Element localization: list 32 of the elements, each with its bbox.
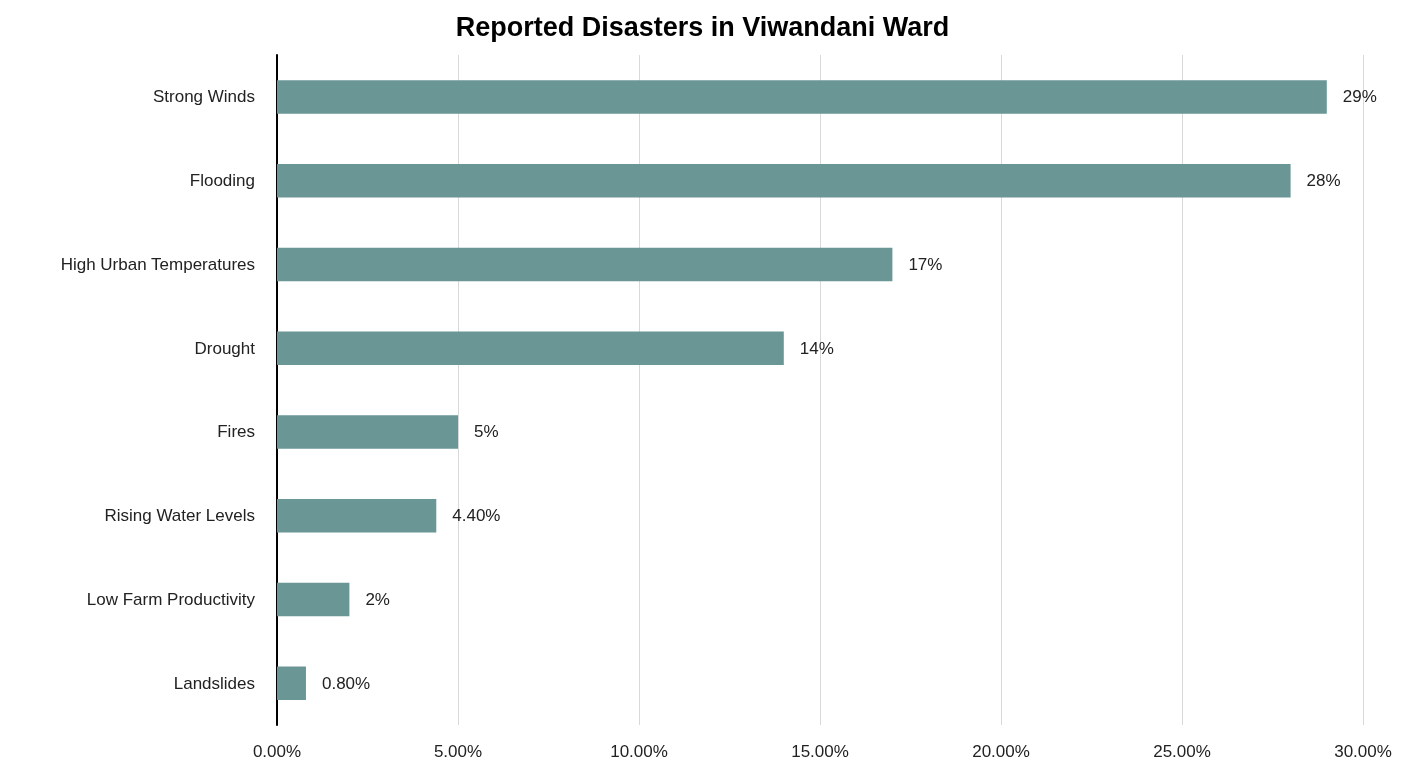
chart-title: Reported Disasters in Viwandani Ward bbox=[455, 11, 950, 42]
data-label: 5% bbox=[474, 422, 499, 442]
data-label: 14% bbox=[799, 338, 834, 358]
x-tick-label: 10.00% bbox=[610, 742, 668, 761]
bar bbox=[277, 666, 306, 700]
data-label: 17% bbox=[908, 254, 943, 274]
bar bbox=[277, 247, 893, 282]
bar bbox=[277, 415, 458, 449]
data-label: 2% bbox=[365, 589, 390, 609]
bar bbox=[277, 80, 1327, 114]
y-tick-label: Fires bbox=[217, 422, 255, 442]
y-tick-label: Flooding bbox=[189, 171, 255, 191]
data-label: 29% bbox=[1342, 87, 1377, 107]
bar bbox=[277, 163, 1291, 198]
y-tick-label: Landslides bbox=[173, 673, 255, 693]
bar bbox=[277, 582, 350, 617]
x-tick-label: 15.00% bbox=[791, 742, 849, 761]
x-tick-label: 20.00% bbox=[972, 742, 1030, 761]
bar bbox=[277, 331, 784, 365]
bar bbox=[277, 498, 437, 533]
data-label: 4.40% bbox=[452, 506, 501, 526]
y-tick-label: Rising Water Levels bbox=[104, 506, 255, 526]
y-tick-label: Low Farm Productivity bbox=[86, 589, 256, 609]
x-tick-label: 25.00% bbox=[1153, 742, 1211, 761]
x-tick-label: 0.00% bbox=[252, 742, 302, 761]
data-label: 0.80% bbox=[321, 673, 371, 693]
y-tick-label: High Urban Temperatures bbox=[60, 254, 255, 274]
data-label: 28% bbox=[1306, 171, 1341, 191]
x-tick-label: 5.00% bbox=[433, 742, 483, 761]
y-tick-label: Strong Winds bbox=[152, 87, 255, 107]
x-tick-label: 30.00% bbox=[1334, 742, 1392, 761]
y-tick-label: Drought bbox=[194, 338, 256, 358]
